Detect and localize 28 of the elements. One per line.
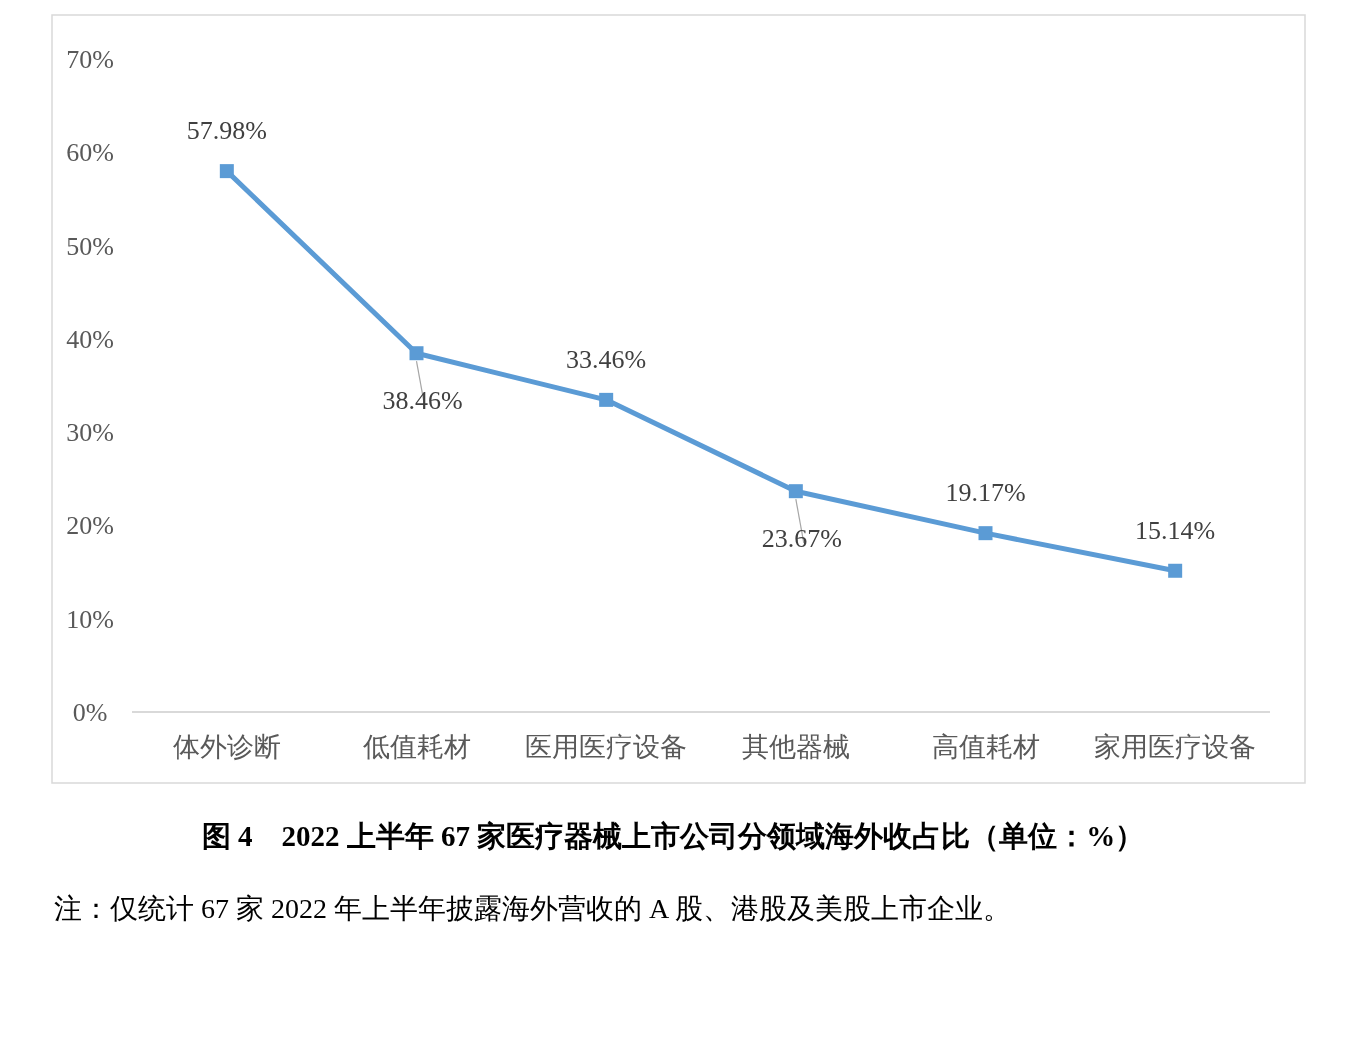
data-label: 57.98% [186, 116, 267, 146]
point [978, 526, 993, 541]
y-tick-label: 60% [66, 138, 114, 168]
x-tick-label: 其他器械 [741, 732, 850, 762]
x-tick-label: 高值耗材 [931, 732, 1040, 762]
x-tick-label: 低值耗材 [362, 732, 471, 762]
y-tick-label: 20% [66, 511, 114, 541]
y-tick-label: 30% [66, 418, 114, 448]
x-tick-label: 家用医疗设备 [1094, 732, 1257, 762]
data-label: 19.17% [945, 478, 1026, 508]
data-label: 38.46% [382, 386, 463, 416]
point [219, 164, 234, 179]
data-label: 33.46% [566, 344, 647, 374]
data-label: 23.67% [761, 524, 842, 554]
x-tick-label: 体外诊断 [172, 732, 281, 762]
x-tick-label: 医用医疗设备 [525, 732, 688, 762]
point [788, 484, 803, 499]
y-tick-label: 40% [66, 324, 114, 354]
y-tick-label: 10% [66, 604, 114, 634]
point [409, 346, 424, 361]
point [1168, 563, 1183, 578]
y-tick-label: 0% [72, 698, 108, 727]
y-tick-label: 50% [66, 231, 114, 261]
text: 注：仅统计 67 家 2022 年上半年披露海外营收的 A 股、港股及美股上市企业。 [54, 893, 1011, 924]
text: 图 4 2022 上半年 67 家医疗器械上市公司分领域海外收占比（单位：%） [201, 820, 1145, 852]
y-tick-label: 70% [66, 45, 114, 74]
point [599, 392, 614, 407]
data-label: 15.14% [1135, 515, 1216, 545]
